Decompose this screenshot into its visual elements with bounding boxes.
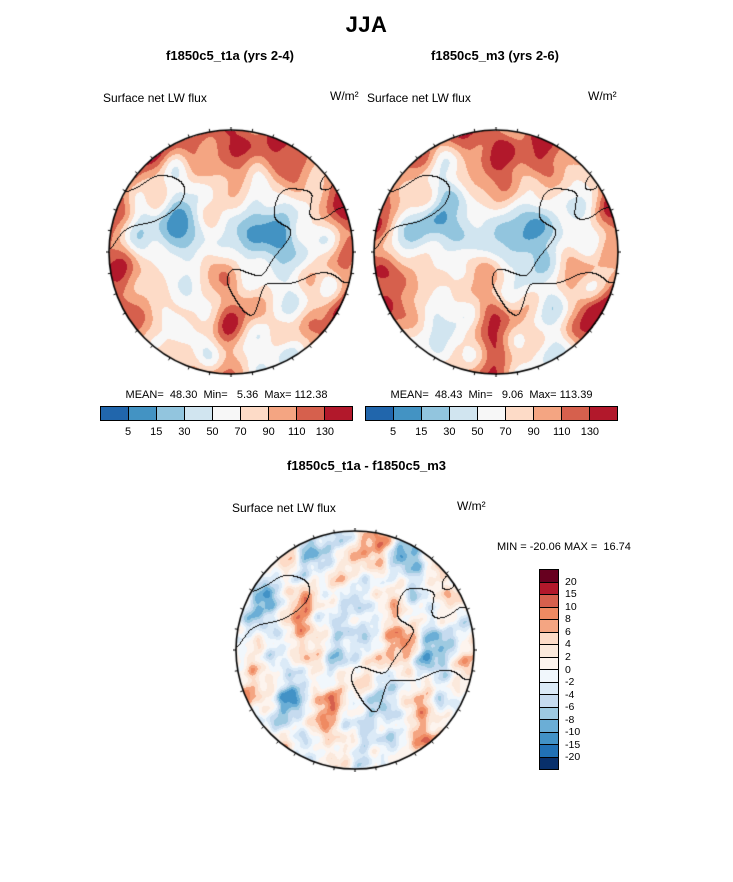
panel1-stats: MEAN= 48.30 Min= 5.36 Max= 112.38 — [125, 389, 328, 401]
colorbar-tick-label: 70 — [234, 426, 247, 438]
colorbar-segment — [540, 620, 558, 633]
panel2-colorbar-ticks: 5 15 30 50 70 90 110 130 — [365, 426, 618, 439]
colorbar-tick-label: 0 — [565, 663, 571, 676]
colorbar-segment — [366, 407, 394, 420]
colorbar-tick-label: -2 — [565, 676, 575, 689]
colorbar-segment — [269, 407, 297, 420]
panel2-map-canvas — [371, 127, 621, 377]
colorbar-tick-label: 130 — [580, 426, 600, 438]
colorbar-segment — [450, 407, 478, 420]
colorbar-segment — [297, 407, 325, 420]
colorbar-segment — [540, 595, 558, 608]
colorbar-tick-label: 90 — [527, 426, 540, 438]
colorbar-segment — [540, 745, 558, 758]
colorbar-segment — [157, 407, 185, 420]
colorbar-tick-label: 5 — [390, 426, 397, 438]
colorbar-tick-label: 130 — [315, 426, 335, 438]
panel1-header: f1850c5_t1a (yrs 2-4) — [166, 48, 294, 63]
colorbar-segment — [241, 407, 269, 420]
colorbar-tick-label: -20 — [565, 751, 581, 764]
panel2-units-label: W/m² — [588, 89, 617, 103]
diff-header: f1850c5_t1a - f1850c5_m3 — [286, 458, 446, 473]
colorbar-tick-label: 50 — [206, 426, 219, 438]
diff-units-label: W/m² — [457, 499, 486, 513]
diff-field-label: Surface net LW flux — [232, 501, 336, 515]
panel1-field-label: Surface net LW flux — [103, 91, 207, 105]
panel2-field-label: Surface net LW flux — [367, 91, 471, 105]
colorbar-segment — [540, 757, 558, 769]
colorbar-tick-label: 8 — [565, 613, 571, 626]
colorbar-tick-label: 6 — [565, 625, 571, 638]
colorbar-tick-label: 10 — [565, 600, 577, 613]
panel1-units-label: W/m² — [330, 89, 359, 103]
colorbar-segment — [540, 657, 558, 670]
diff-colorbar — [539, 569, 559, 770]
panel1-colorbar-ticks: 5 15 30 50 70 90 110 130 — [100, 426, 353, 439]
colorbar-tick-label: 50 — [471, 426, 484, 438]
colorbar-tick-label: 15 — [565, 588, 577, 601]
colorbar-tick-label: 90 — [262, 426, 275, 438]
colorbar-tick-label: 15 — [150, 426, 163, 438]
colorbar-segment — [540, 607, 558, 620]
colorbar-segment — [540, 682, 558, 695]
panel1-colorbar — [100, 406, 353, 421]
colorbar-tick-label: -15 — [565, 738, 581, 751]
panel2-header: f1850c5_m3 (yrs 2-6) — [431, 48, 559, 63]
colorbar-tick-label: 20 — [565, 575, 577, 588]
colorbar-tick-label: 4 — [565, 638, 571, 651]
colorbar-segment — [213, 407, 241, 420]
diff-colorbar-ticks: 20 15 10 8 6 4 2 0 -2 -4 -6 -8 -10 -15 -20 — [565, 569, 599, 770]
colorbar-segment — [540, 732, 558, 745]
colorbar-segment — [394, 407, 422, 420]
colorbar-tick-label: 2 — [565, 650, 571, 663]
colorbar-segment — [534, 407, 562, 420]
colorbar-tick-label: 30 — [443, 426, 456, 438]
diff-stats: MIN = -20.06 MAX = 16.74 — [497, 541, 631, 553]
colorbar-segment — [478, 407, 506, 420]
colorbar-segment — [101, 407, 129, 420]
colorbar-segment — [540, 645, 558, 658]
colorbar-tick-label: -6 — [565, 701, 575, 714]
colorbar-segment — [540, 670, 558, 683]
colorbar-segment — [129, 407, 157, 420]
diff-map-canvas — [233, 528, 477, 772]
colorbar-segment — [540, 720, 558, 733]
colorbar-segment — [506, 407, 534, 420]
colorbar-tick-label: 5 — [125, 426, 132, 438]
colorbar-segment — [540, 570, 558, 583]
colorbar-segment — [540, 582, 558, 595]
colorbar-segment — [540, 707, 558, 720]
colorbar-segment — [562, 407, 590, 420]
colorbar-tick-label: -8 — [565, 713, 575, 726]
colorbar-segment — [422, 407, 450, 420]
colorbar-tick-label: -10 — [565, 726, 581, 739]
colorbar-segment — [540, 632, 558, 645]
colorbar-tick-label: -4 — [565, 688, 575, 701]
panel2-colorbar — [365, 406, 618, 421]
colorbar-tick-label: 110 — [287, 426, 306, 438]
colorbar-segment — [185, 407, 213, 420]
colorbar-segment — [590, 407, 617, 420]
colorbar-tick-label: 30 — [178, 426, 191, 438]
panel1-map-canvas — [106, 127, 356, 377]
figure-title: JJA — [345, 12, 388, 37]
colorbar-tick-label: 15 — [415, 426, 428, 438]
colorbar-segment — [325, 407, 352, 420]
colorbar-segment — [540, 695, 558, 708]
panel2-stats: MEAN= 48.43 Min= 9.06 Max= 113.39 — [390, 389, 593, 401]
colorbar-tick-label: 70 — [499, 426, 512, 438]
colorbar-tick-label: 110 — [552, 426, 571, 438]
